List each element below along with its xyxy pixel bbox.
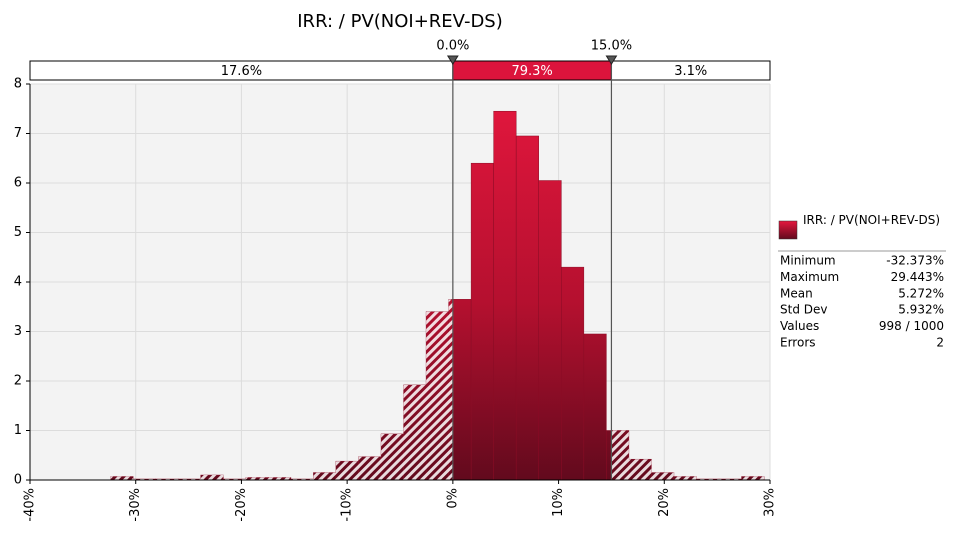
y-tick-label: 3 [14, 324, 22, 339]
stat-name: Std Dev [780, 303, 827, 317]
stat-name: Errors [780, 336, 816, 350]
stat-name: Mean [780, 286, 813, 300]
y-tick-label: 7 [14, 126, 22, 141]
stat-name: Minimum [780, 254, 836, 268]
stat-value: -32.373% [886, 254, 944, 268]
bar [515, 135, 539, 481]
x-tick-label: 0% [445, 488, 460, 509]
y-tick-label: 0 [14, 473, 22, 488]
x-tick-label: 30% [763, 488, 778, 517]
bar [583, 333, 607, 481]
bar [538, 180, 562, 481]
y-tick-label: 4 [14, 275, 22, 290]
y-tick-label: 1 [14, 423, 22, 438]
stat-name: Values [780, 319, 819, 333]
y-tick-label: 8 [14, 77, 22, 92]
y-tick-label: 5 [14, 225, 22, 240]
legend-label: IRR: / PV(NOI+REV-DS) [803, 213, 940, 227]
stat-value: 5.932% [898, 303, 944, 317]
x-tick-label: -40% [23, 488, 38, 522]
region-label: 3.1% [674, 64, 707, 79]
x-tick-label: 10% [551, 488, 566, 517]
bar [493, 110, 517, 481]
bar [470, 162, 494, 481]
legend-entry: IRR: / PV(NOI+REV-DS) [803, 213, 940, 227]
chart-title: IRR: / PV(NOI+REV-DS) [297, 11, 503, 32]
y-tick-label: 6 [14, 176, 22, 191]
stat-name: Maximum [780, 270, 839, 284]
stat-value: 29.443% [891, 270, 944, 284]
delimiter-label: 0.0% [436, 39, 469, 54]
legend-swatch [778, 220, 798, 240]
stat-value: 5.272% [898, 286, 944, 300]
x-tick-label: 20% [657, 488, 672, 517]
delimiter-handle [605, 55, 618, 65]
x-tick-label: -30% [128, 488, 143, 522]
x-tick-label: -20% [234, 488, 249, 522]
stat-value: 2 [936, 336, 944, 350]
x-tick-label: -10% [340, 488, 355, 522]
bar [561, 266, 585, 481]
delimiter-label: 15.0% [591, 39, 632, 54]
region-label: 79.3% [511, 64, 552, 79]
y-tick-label: 2 [14, 374, 22, 389]
delimiter-handle [446, 55, 459, 65]
region-label: 17.6% [221, 64, 262, 79]
stat-value: 998 / 1000 [879, 319, 944, 333]
